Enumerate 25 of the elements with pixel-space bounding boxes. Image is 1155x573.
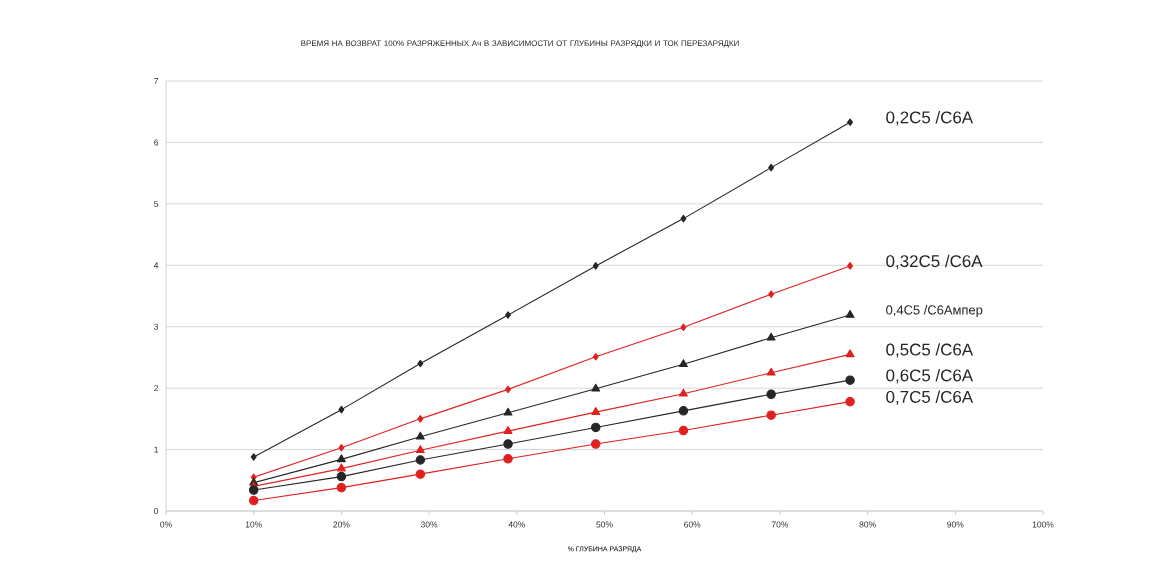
x-tick-label: 50% xyxy=(596,521,613,528)
text: 0,2C5 /C6A xyxy=(886,110,974,126)
x-tick-label: 10% xyxy=(245,521,262,528)
y-tick-label: 3 xyxy=(154,323,159,330)
x-tick-label: 0% xyxy=(160,521,172,528)
y-tick-label: 1 xyxy=(154,446,159,453)
x-tick-label: 70% xyxy=(771,521,789,528)
y-tick-label: 7 xyxy=(154,78,159,84)
y-tick-label: 5 xyxy=(154,200,159,207)
x-tick-label: 80% xyxy=(859,521,876,528)
x-tick-label: 90% xyxy=(947,521,964,528)
x-tick-label: 60% xyxy=(684,521,701,528)
x-tick-label: 30% xyxy=(420,521,438,528)
x-tick-label: 20% xyxy=(333,521,350,528)
series-label: 0,7C5 /C6A xyxy=(886,390,974,405)
text: 0,4C5 /C6Ампер xyxy=(886,305,983,318)
x-tick-label: 40% xyxy=(508,521,525,528)
y-tick-label: 0 xyxy=(154,508,159,514)
series-label: 0,5C5 /C6A xyxy=(886,343,974,358)
y-tick-label: 6 xyxy=(154,139,159,146)
x-tick-label: 100% xyxy=(1032,521,1054,528)
y-tick-label: 4 xyxy=(153,262,159,269)
text: 0,32C5 /C6A xyxy=(886,254,983,270)
y-tick-label: 2 xyxy=(154,385,159,392)
series-label: 0,6C5 /C6A xyxy=(886,368,974,384)
